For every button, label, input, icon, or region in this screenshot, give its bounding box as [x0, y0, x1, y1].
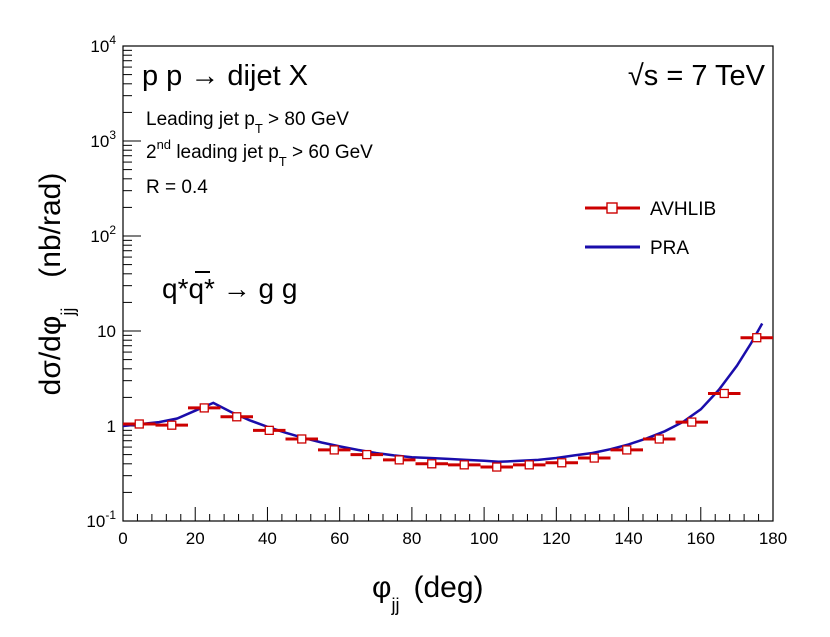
y-tick-label: 10 — [97, 322, 116, 341]
x-axis-title: φjj(deg) — [372, 571, 484, 615]
series-avhlib — [123, 333, 773, 472]
cut-second-jet: 2nd leading jet pT > 60 GeV — [146, 137, 373, 169]
plot-frame — [122, 45, 774, 522]
x-tick-label: 80 — [402, 529, 421, 548]
avhlib-point — [589, 453, 599, 463]
y-tick-label: 102 — [90, 223, 116, 246]
subprocess-label: q*q* → g g — [162, 273, 297, 304]
x-tick-label: 0 — [118, 529, 127, 548]
legend-avhlib-label: AVHLIB — [650, 199, 716, 220]
legend: AVHLIB PRA — [585, 199, 716, 259]
avhlib-point — [199, 403, 209, 413]
x-tick-label: 160 — [687, 529, 715, 548]
avhlib-point — [459, 460, 469, 470]
x-tick-label: 60 — [330, 529, 349, 548]
x-tick-label: 180 — [759, 529, 787, 548]
y-tick-label: 10-1 — [86, 508, 116, 531]
avhlib-point — [297, 434, 307, 444]
avhlib-point — [167, 420, 177, 430]
avhlib-point — [362, 449, 372, 460]
process-label: p p → dijet X — [142, 60, 308, 92]
avhlib-point — [622, 445, 632, 455]
cut-leading-jet: Leading jet pT > 80 GeV — [146, 109, 349, 136]
x-tick-label: 120 — [542, 529, 570, 548]
avhlib-point — [427, 459, 437, 469]
avhlib-point — [264, 425, 274, 435]
avhlib-point — [687, 417, 697, 427]
x-tick-label: 100 — [470, 529, 498, 548]
x-tick-label: 20 — [186, 529, 205, 548]
avhlib-point — [232, 412, 242, 422]
jet-radius-label: R = 0.4 — [146, 177, 208, 198]
avhlib-point — [134, 419, 144, 429]
x-tick-label: 40 — [258, 529, 277, 548]
x-tick-label: 140 — [614, 529, 642, 548]
y-axis-title: dσ/dφjj(nb/rad) — [34, 173, 78, 396]
avhlib-point — [654, 434, 664, 444]
legend-avhlib-marker — [606, 202, 618, 214]
y-tick-label: 104 — [90, 33, 116, 56]
series-line-pra — [122, 322, 764, 464]
y-axis-title-group: dσ/dφjj(nb/rad) — [34, 173, 78, 396]
avhlib-point — [492, 462, 502, 472]
axis-ticks — [122, 45, 774, 522]
avhlib-point — [719, 388, 729, 399]
x-tick-labels: 0 20 40 60 80 100 120 140 160 180 — [118, 529, 787, 548]
avhlib-point — [524, 460, 534, 470]
y-tick-label: 1 — [107, 417, 116, 436]
y-tick-label: 103 — [90, 128, 116, 151]
legend-pra-label: PRA — [650, 238, 689, 259]
avhlib-point — [329, 445, 339, 455]
avhlib-point — [752, 333, 762, 343]
avhlib-point — [394, 455, 404, 465]
energy-label: √s = 7 TeV — [628, 60, 766, 92]
y-tick-labels: 10-1 1 10 102 103 104 — [86, 33, 116, 531]
avhlib-point — [557, 458, 567, 468]
